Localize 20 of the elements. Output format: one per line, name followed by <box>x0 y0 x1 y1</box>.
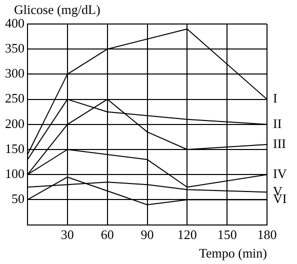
series-label: II <box>273 116 282 131</box>
y-tick-label: 400 <box>5 15 24 30</box>
y-tick-label: 150 <box>5 140 24 156</box>
x-tick-label: 180 <box>257 227 277 242</box>
x-tick-label: 90 <box>140 227 154 242</box>
y-axis-title: Glicose (mg/dL) <box>14 2 100 17</box>
series-label: I <box>273 90 278 106</box>
series-label: IV <box>273 166 288 182</box>
y-tick-label: 100 <box>5 166 24 182</box>
x-tick-label: 150 <box>217 227 237 242</box>
x-tick-label: 120 <box>177 227 197 242</box>
y-tick-label: 350 <box>5 40 24 56</box>
x-axis-title: Tempo (min) <box>198 246 267 261</box>
x-tick-label: 60 <box>100 227 114 242</box>
y-tick-label: 50 <box>12 191 24 206</box>
y-tick-label: 250 <box>5 90 24 106</box>
y-tick-label: 200 <box>5 116 24 131</box>
series-label: III <box>273 136 286 151</box>
x-tick-label: 30 <box>60 227 74 242</box>
y-tick-label: 300 <box>5 66 24 81</box>
